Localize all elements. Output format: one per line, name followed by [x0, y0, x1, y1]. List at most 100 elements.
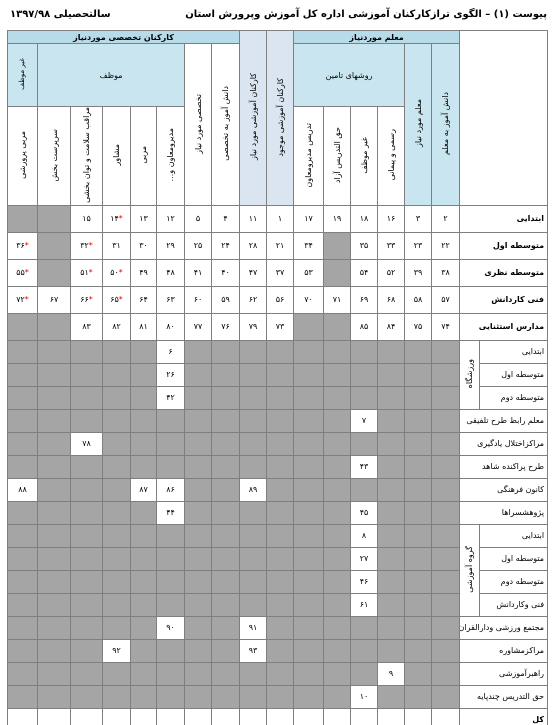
cell [377, 477, 406, 502]
cell: *۳۲ [70, 231, 103, 260]
cell: ۹ [377, 661, 406, 686]
column-header: حق التدریس آزاد [323, 106, 352, 206]
cell [184, 546, 212, 571]
cell [292, 684, 325, 709]
row-label: متوسطه اول [459, 231, 549, 260]
row-label: کل [459, 707, 549, 725]
cell [239, 454, 267, 479]
cell [6, 546, 39, 571]
cell [211, 638, 240, 663]
cell [211, 408, 240, 433]
column-header: مربی [130, 106, 157, 206]
cell [211, 362, 240, 387]
cell [239, 500, 267, 525]
cell [350, 339, 379, 364]
cell: *۷۲ [6, 285, 39, 314]
cell [70, 707, 103, 725]
cell: ۷۷ [184, 312, 212, 341]
cell [404, 339, 433, 364]
cell [6, 204, 39, 233]
cell [323, 500, 352, 525]
cell [377, 523, 406, 548]
cell [431, 431, 461, 456]
cell [431, 638, 461, 663]
cell [377, 385, 406, 410]
column-header: رسمی و پیمانی [377, 106, 406, 206]
cell [37, 431, 71, 456]
cell [266, 523, 294, 548]
column-header: مربی پرورشی [6, 106, 39, 206]
cell [377, 684, 406, 709]
cell [211, 500, 240, 525]
cell: ۲۴ [211, 231, 240, 260]
cell: ۵۷ [431, 285, 461, 314]
column-header-text: مراقب سلامت و توان بخشی [82, 107, 91, 203]
cell [37, 523, 71, 548]
cell [404, 385, 433, 410]
cell [323, 454, 352, 479]
group-label-text: گروه آموزشی [465, 546, 475, 593]
cell: ۱۸ [350, 204, 379, 233]
cell: ۳۱ [102, 231, 131, 260]
cell [431, 339, 461, 364]
cell [70, 638, 103, 663]
cell [130, 454, 157, 479]
cell: ۹۰ [156, 615, 185, 640]
cell [184, 661, 212, 686]
cell: *۶۶ [70, 285, 103, 314]
column-header: دانش آموز به تخصصی [211, 43, 240, 206]
cell: ۷۶ [211, 312, 240, 341]
cell [404, 477, 433, 502]
row-label: متوسطه دوم [479, 569, 549, 594]
cell [266, 500, 294, 525]
cell [323, 408, 352, 433]
row: مدارس استثنایی ۷۴ ۷۵ ۸۴ ۸۵ ۷۳ ۷۹ ۷۶ ۷۷ ۸۰ ۸۱ ۸۲ ۸۳ [6, 312, 549, 341]
cell [239, 408, 267, 433]
cell: ۵ [184, 204, 212, 233]
column-header-text: مدیرومعاون و... [166, 128, 175, 182]
cell: ۶۳ [156, 285, 185, 314]
cell [37, 477, 71, 502]
cell [37, 500, 71, 525]
cell [37, 231, 71, 260]
cell: ۱۲ [156, 204, 185, 233]
column-header-text: رسمی و پیمانی [386, 129, 396, 181]
column-header-text: مربی [139, 146, 148, 164]
cell: ۹۱ [239, 615, 267, 640]
cell: ۶۰ [184, 285, 212, 314]
cell-mark: * [24, 268, 29, 278]
group-header: روشهای تامین [292, 43, 406, 107]
cell [156, 569, 185, 594]
column-header: تدریس مدیرومعاون [292, 106, 325, 206]
cell [211, 569, 240, 594]
cell [130, 408, 157, 433]
group-label: گروه آموزشی [459, 523, 481, 617]
cell: ۷۱ [323, 285, 352, 314]
cell-value: ۵۰ [110, 268, 119, 278]
row-label: معلم رابط طرح تلفیقی [459, 408, 549, 433]
cell [239, 546, 267, 571]
cell [102, 408, 131, 433]
cell [323, 638, 352, 663]
cell: ۴۲ [156, 385, 185, 410]
cell: ۷۵ [404, 312, 433, 341]
title: پیوست (۱) – الگوی ترازکارکنان آموزشی ادا… [185, 9, 547, 20]
column-header: معلم مورد نیاز [404, 43, 433, 206]
cell [431, 362, 461, 387]
column-header: غیر موظف [350, 106, 379, 206]
cell [211, 477, 240, 502]
cell-mark: * [24, 241, 29, 251]
cell [323, 362, 352, 387]
cell [6, 707, 39, 725]
cell-value: ۳۶ [16, 241, 25, 251]
cell [404, 454, 433, 479]
cell: ۴۴ [156, 500, 185, 525]
cell: ۳۹ [404, 258, 433, 287]
cell [6, 569, 39, 594]
cell: ۲۹ [156, 231, 185, 260]
cell: ۷۰ [292, 285, 325, 314]
row: متوسطه اول ۲۲ ۲۳ ۳۳ ۳۵ ۳۴ ۲۱ ۲۸ ۲۴ ۲۵ ۲۹ ۳۰ ۳۱ *۳۲ *۳۶ [6, 231, 549, 260]
cell: ۸۹ [239, 477, 267, 502]
cell [102, 569, 131, 594]
cell: ۵۲ [377, 258, 406, 287]
